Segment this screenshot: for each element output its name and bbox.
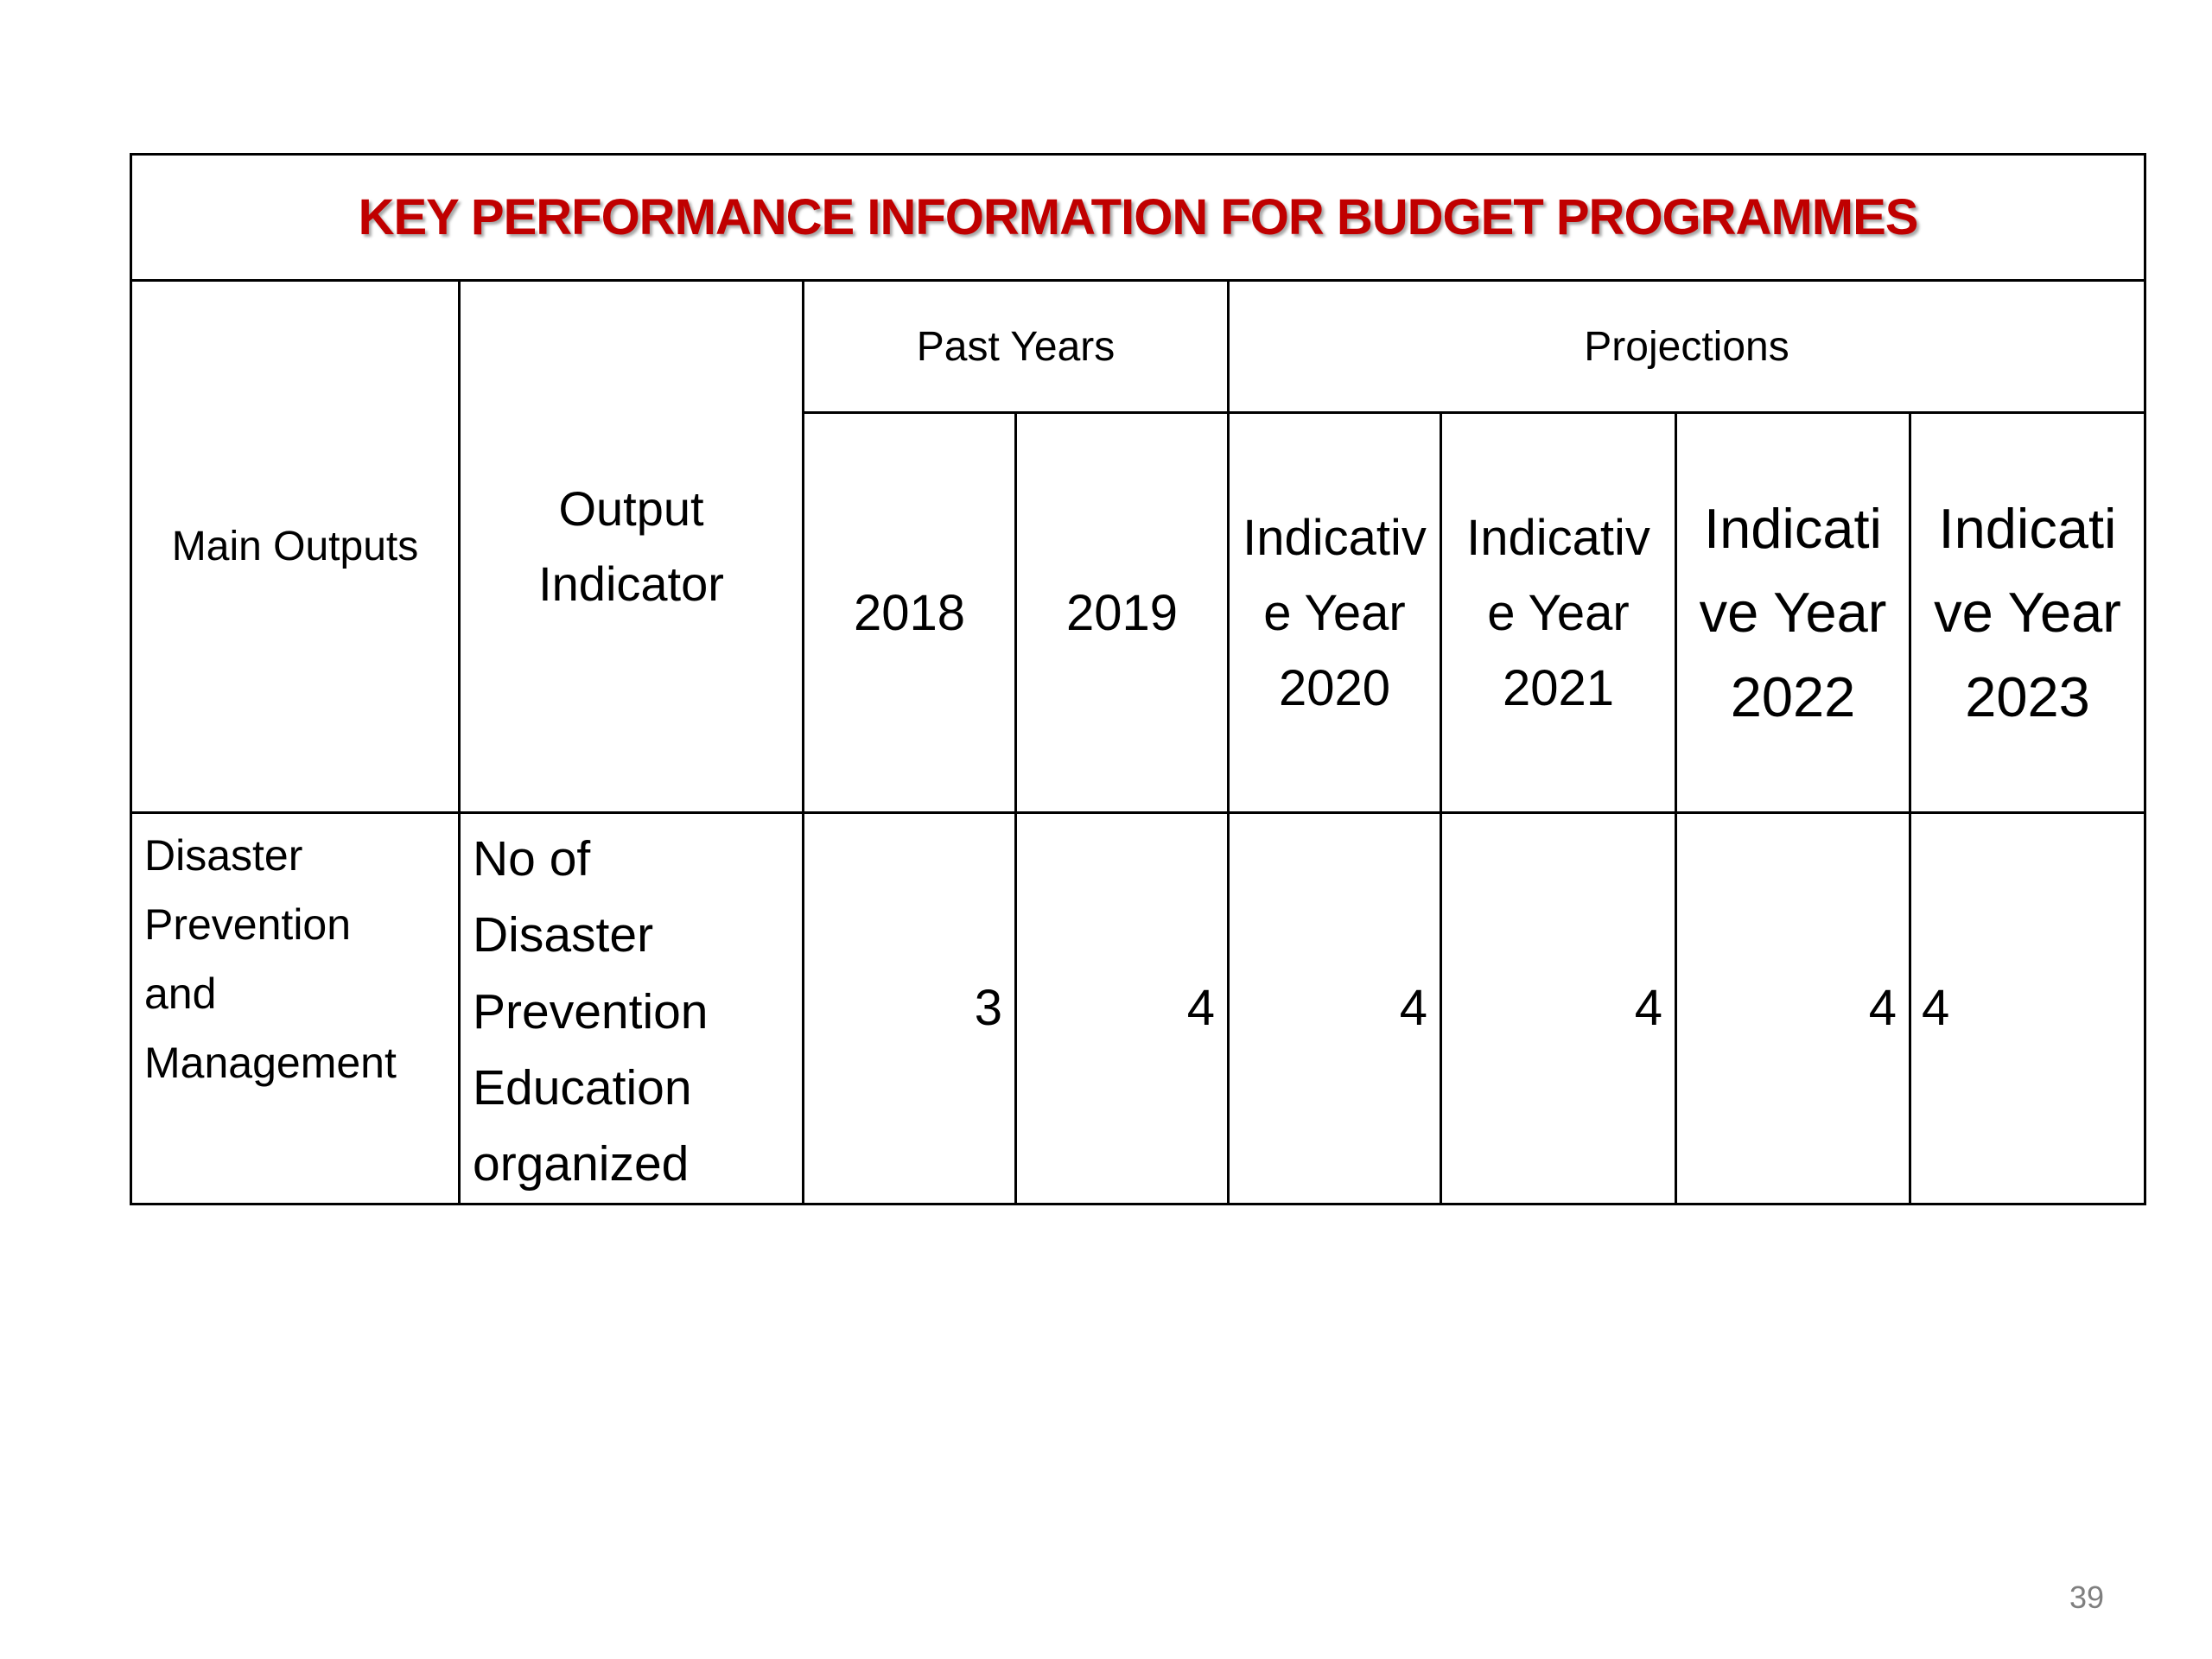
table-title: KEY PERFORMANCE INFORMATION FOR BUDGET P… [129, 153, 2147, 282]
cell-main-output: Disaster Prevention and Management [130, 811, 461, 1205]
header-year-2020: Indicativ e Year 2020 [1227, 411, 1442, 814]
cell-value-2020: 4 [1227, 811, 1442, 1205]
cell-value-2018: 3 [802, 811, 1017, 1205]
kpi-table: KEY PERFORMANCE INFORMATION FOR BUDGET P… [129, 153, 2147, 1205]
cell-value-2021: 4 [1440, 811, 1677, 1205]
header-year-2022: Indicati ve Year 2022 [1675, 411, 1911, 814]
page-number: 39 [2069, 1580, 2105, 1615]
header-year-2018: 2018 [802, 411, 1017, 814]
table-row: Disaster Prevention and Management No of… [130, 811, 2147, 1205]
header-year-2019: 2019 [1014, 411, 1230, 814]
cell-value-2019: 4 [1014, 811, 1230, 1205]
header-year-2021: Indicativ e Year 2021 [1440, 411, 1677, 814]
cell-output-indicator: No of Disaster Prevention Education orga… [458, 811, 804, 1205]
header-projections: Projections [1226, 279, 2147, 414]
header-main-outputs: Main Outputs [130, 279, 461, 814]
header-year-2023: Indicati ve Year 2023 [1908, 411, 2147, 814]
header-past-years: Past Years [802, 279, 1230, 414]
cell-value-2022: 4 [1675, 811, 1911, 1205]
cell-value-2023: 4 [1908, 811, 2147, 1205]
header-output-indicator: Output Indicator [458, 279, 804, 814]
